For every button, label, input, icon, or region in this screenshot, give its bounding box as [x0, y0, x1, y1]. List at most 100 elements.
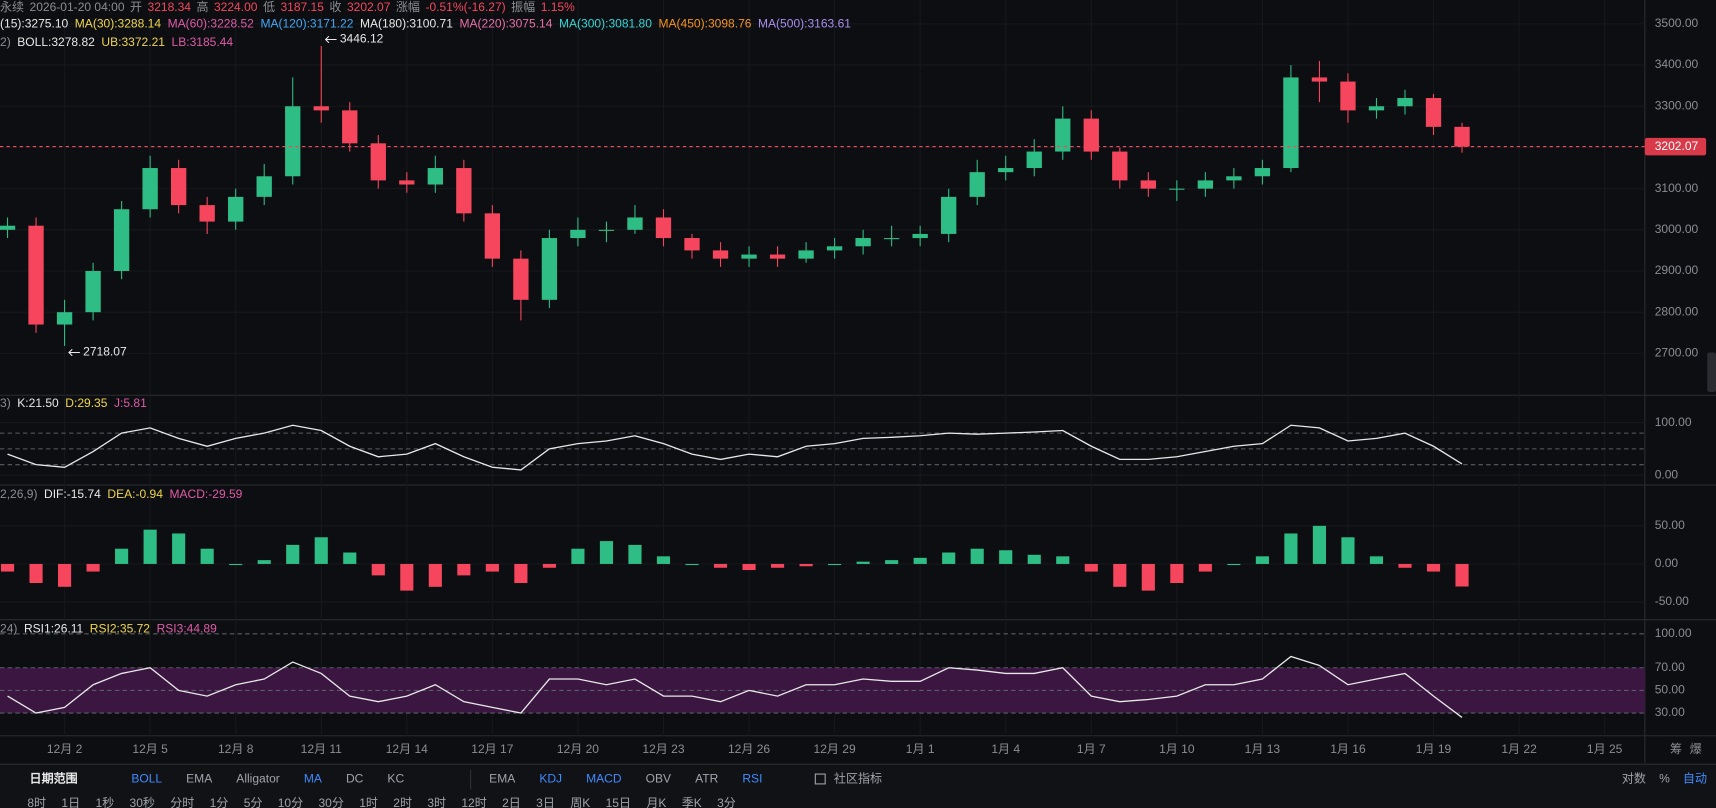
y-tick-label: 2900.00: [1655, 263, 1699, 277]
x-tick-label: 1月 22: [1501, 742, 1537, 756]
interval-button[interactable]: 10分: [278, 796, 303, 808]
macd-bar: [143, 529, 157, 564]
interval-button[interactable]: 周K: [570, 796, 590, 808]
axis-corner[interactable]: 筹: [1670, 742, 1682, 756]
interval-button[interactable]: 30秒: [130, 796, 155, 808]
indicator-button[interactable]: ATR: [695, 772, 718, 786]
interval-button[interactable]: 3分: [717, 796, 736, 808]
candle-body: [1368, 106, 1385, 111]
indicator-legend: D:29.35: [65, 396, 107, 410]
candle-body: [798, 250, 814, 259]
candle-body: [85, 271, 101, 313]
header-text: 2026-01-20 04:00: [30, 0, 125, 14]
indicator-legend: DEA:-0.94: [107, 487, 163, 501]
interval-button[interactable]: 3时: [427, 796, 446, 808]
indicator-button[interactable]: DC: [346, 772, 364, 786]
candle-body: [399, 180, 415, 185]
macd-bar: [713, 563, 728, 568]
header-text: 振幅: [511, 0, 535, 14]
macd-bar: [1027, 554, 1041, 564]
header-text: 涨幅: [396, 0, 420, 14]
indicator-button[interactable]: KC: [387, 772, 404, 786]
candle-body: [1055, 118, 1071, 152]
x-tick-label: 12月 2: [47, 742, 83, 756]
interval-button[interactable]: 3日: [536, 796, 555, 808]
header-text: 1.15%: [541, 0, 575, 14]
indicator-button[interactable]: BOLL: [131, 772, 162, 786]
macd-bar: [400, 563, 414, 591]
indicator-button[interactable]: KDJ: [539, 772, 562, 786]
macd-bar: [571, 548, 585, 564]
macd-bar: [656, 556, 671, 564]
date-range[interactable]: 日期范围: [30, 771, 78, 786]
interval-button[interactable]: 30分: [318, 796, 343, 808]
macd-bar: [828, 563, 842, 566]
y-tick-label: 3100.00: [1655, 181, 1699, 195]
x-tick-label: 12月 23: [642, 742, 684, 756]
candle-body: [627, 217, 643, 230]
y-tick-label: 2700.00: [1655, 346, 1699, 360]
interval-button[interactable]: 季K: [682, 796, 702, 808]
indicator-legend: RSI1:26.11: [24, 622, 84, 636]
interval-button[interactable]: 2日: [502, 796, 521, 808]
ma-legend: MA(30):3288.14: [75, 16, 162, 30]
indicator-button[interactable]: EMA: [489, 772, 515, 786]
community-button[interactable]: 社区指标: [834, 771, 882, 786]
ma-legend: MA(180):3100.71: [360, 16, 453, 30]
candle-body: [113, 209, 130, 272]
indicator-line: [7, 424, 1463, 471]
interval-button[interactable]: 5分: [244, 796, 263, 808]
candle-body: [1425, 98, 1442, 127]
indicator-button[interactable]: EMA: [186, 772, 212, 786]
indicator-button[interactable]: MA: [304, 772, 322, 786]
community-icon[interactable]: [814, 773, 826, 785]
macd-bar: [856, 561, 870, 564]
candle-body: [684, 238, 700, 251]
interval-button[interactable]: 1分: [210, 796, 229, 808]
interval-button[interactable]: 1时: [359, 796, 378, 808]
candle-body: [1283, 77, 1299, 169]
x-tick-label: 12月 29: [814, 742, 856, 756]
indicator-legend: MACD:-29.59: [169, 487, 242, 501]
indicator-button[interactable]: Alligator: [236, 772, 279, 786]
x-tick-label: 1月 4: [991, 742, 1020, 756]
indicator-button[interactable]: RSI: [742, 772, 762, 786]
candle-body: [28, 225, 44, 325]
interval-button[interactable]: 8时: [27, 796, 46, 808]
macd-bar: [942, 552, 956, 564]
macd-bar: [115, 548, 129, 564]
candle-body: [0, 225, 16, 230]
indicator-line: [7, 655, 1463, 718]
candle-body: [741, 254, 757, 259]
indicator-button[interactable]: MACD: [586, 772, 622, 786]
side-handle[interactable]: [1707, 352, 1716, 392]
ma-legend: MA(220):3075.14: [459, 16, 552, 30]
candle-body: [541, 238, 558, 300]
y-tick-label: 3400.00: [1655, 57, 1699, 71]
macd-bar: [542, 563, 556, 568]
y-tick-label: 0.00: [1655, 467, 1679, 481]
candle-body: [56, 312, 73, 325]
interval-button[interactable]: 2时: [393, 796, 412, 808]
interval-button[interactable]: 1日: [61, 796, 80, 808]
indicator-button[interactable]: OBV: [646, 772, 671, 786]
candle-body: [912, 233, 928, 239]
macd-bar: [1426, 563, 1441, 572]
x-tick-label: 1月 25: [1587, 742, 1623, 756]
indicator-button[interactable]: %: [1659, 772, 1670, 786]
macd-bar: [1284, 533, 1298, 564]
axis-corner[interactable]: 爆: [1690, 742, 1702, 756]
header-text: 收: [329, 0, 341, 14]
header-text: 3224.00: [214, 0, 258, 14]
macd-bar: [799, 563, 813, 567]
interval-button[interactable]: 分时: [170, 796, 194, 808]
indicator-button[interactable]: 对数: [1622, 771, 1646, 786]
interval-button[interactable]: 月K: [646, 796, 666, 808]
interval-button[interactable]: 1秒: [95, 796, 114, 808]
y-tick-label: 3000.00: [1655, 222, 1699, 236]
interval-button[interactable]: 12时: [461, 796, 486, 808]
interval-button[interactable]: 15日: [606, 796, 631, 808]
macd-bar: [428, 563, 442, 587]
macd-bar: [999, 550, 1013, 564]
indicator-button[interactable]: 自动: [1683, 772, 1707, 786]
